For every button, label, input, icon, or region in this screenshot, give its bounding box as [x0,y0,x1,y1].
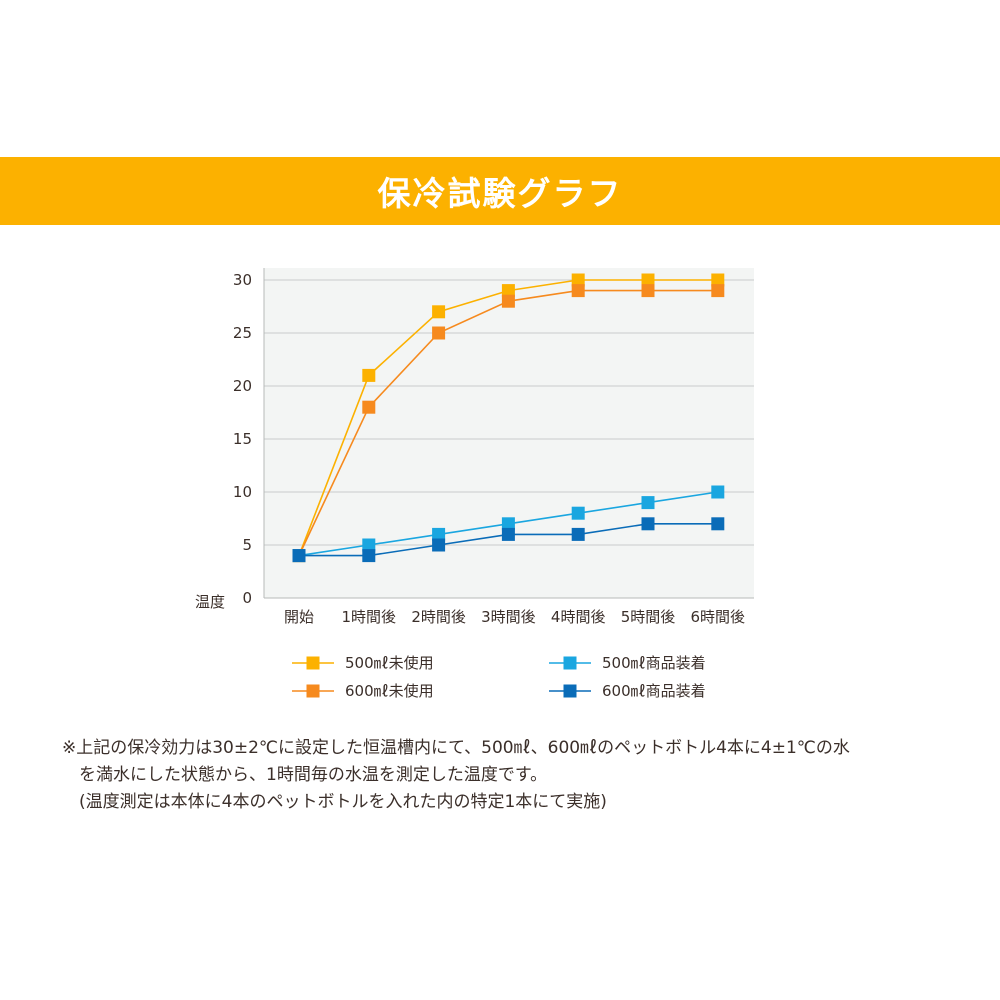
data-point [571,506,585,520]
y-tick-label: 5 [242,536,252,554]
title-banner: 保冷試験グラフ [0,157,1000,225]
data-point [571,527,585,541]
data-point [711,284,725,298]
data-point [641,517,655,531]
data-point [711,485,725,499]
data-point [362,549,376,563]
legend-item: 600㎖未使用 [292,682,434,700]
footnote-line-2: を満水にした状態から、1時間毎の水温を測定した温度です。 [79,765,548,785]
data-point [501,527,515,541]
y-tick-label: 30 [233,271,252,289]
y-tick-label: 20 [233,377,252,395]
data-point [432,326,446,340]
data-point [362,538,376,552]
data-point [641,284,655,298]
data-point [292,549,306,563]
legend-marker [563,684,577,698]
series-group [292,517,725,563]
legend-marker [563,656,577,670]
data-point [501,517,515,531]
series [292,273,725,563]
legend: 500㎖未使用 600㎖未使用 500㎖商品装着 600㎖商品装着 [292,654,706,700]
y-tick-label: 25 [233,324,252,342]
data-point [501,284,515,298]
data-point [641,273,655,287]
page-title: 保冷試験グラフ [377,174,623,213]
data-point [711,517,725,531]
footnote: ※上記の保冷効力は30±2℃に設定した恒温槽内にて、500㎖、600㎖のペットボ… [62,735,962,816]
y-tick-label: 10 [233,483,252,501]
legend-label: 600㎖商品装着 [602,682,706,700]
plot-background [264,268,754,598]
legend-marker [306,684,320,698]
x-tick-label: 6時間後 [691,608,746,626]
footnote-line-3: (温度測定は本体に4本のペットボトルを入れた内の特定1本にて実施) [79,792,607,812]
legend-item: 500㎖未使用 [292,654,434,672]
x-tick-label: 1時間後 [342,608,397,626]
data-point [432,527,446,541]
y-tick-label: 15 [233,430,252,448]
x-tick-label: 2時間後 [411,608,466,626]
footnote-line-1: ※上記の保冷効力は30±2℃に設定した恒温槽内にて、500㎖、600㎖のペットボ… [62,738,850,758]
data-point [571,284,585,298]
y-tick-label: 0 [242,589,252,607]
y-axis-label: 温度 [195,593,225,611]
legend-label: 600㎖未使用 [345,682,434,700]
legend-label: 500㎖未使用 [345,654,434,672]
data-point [711,273,725,287]
x-tick-label: 3時間後 [481,608,536,626]
series-group [292,273,725,563]
legend-marker [306,656,320,670]
data-point [362,400,376,414]
data-point [641,496,655,510]
data-point [571,273,585,287]
data-point [432,538,446,552]
legend-label: 500㎖商品装着 [602,654,706,672]
data-point [362,368,376,382]
axes: 0 5 10 15 20 25 30 開始 1時間後 2時間後 3時間後 4時間後 5時間後 6時間後 [233,268,754,626]
x-tick-label: 4時間後 [551,608,606,626]
legend-item: 600㎖商品装着 [549,682,706,700]
legend-item: 500㎖商品装着 [549,654,706,672]
x-tick-label: 開始 [284,608,314,626]
x-tick-label: 5時間後 [621,608,676,626]
data-point [432,305,446,319]
data-point [501,294,515,308]
